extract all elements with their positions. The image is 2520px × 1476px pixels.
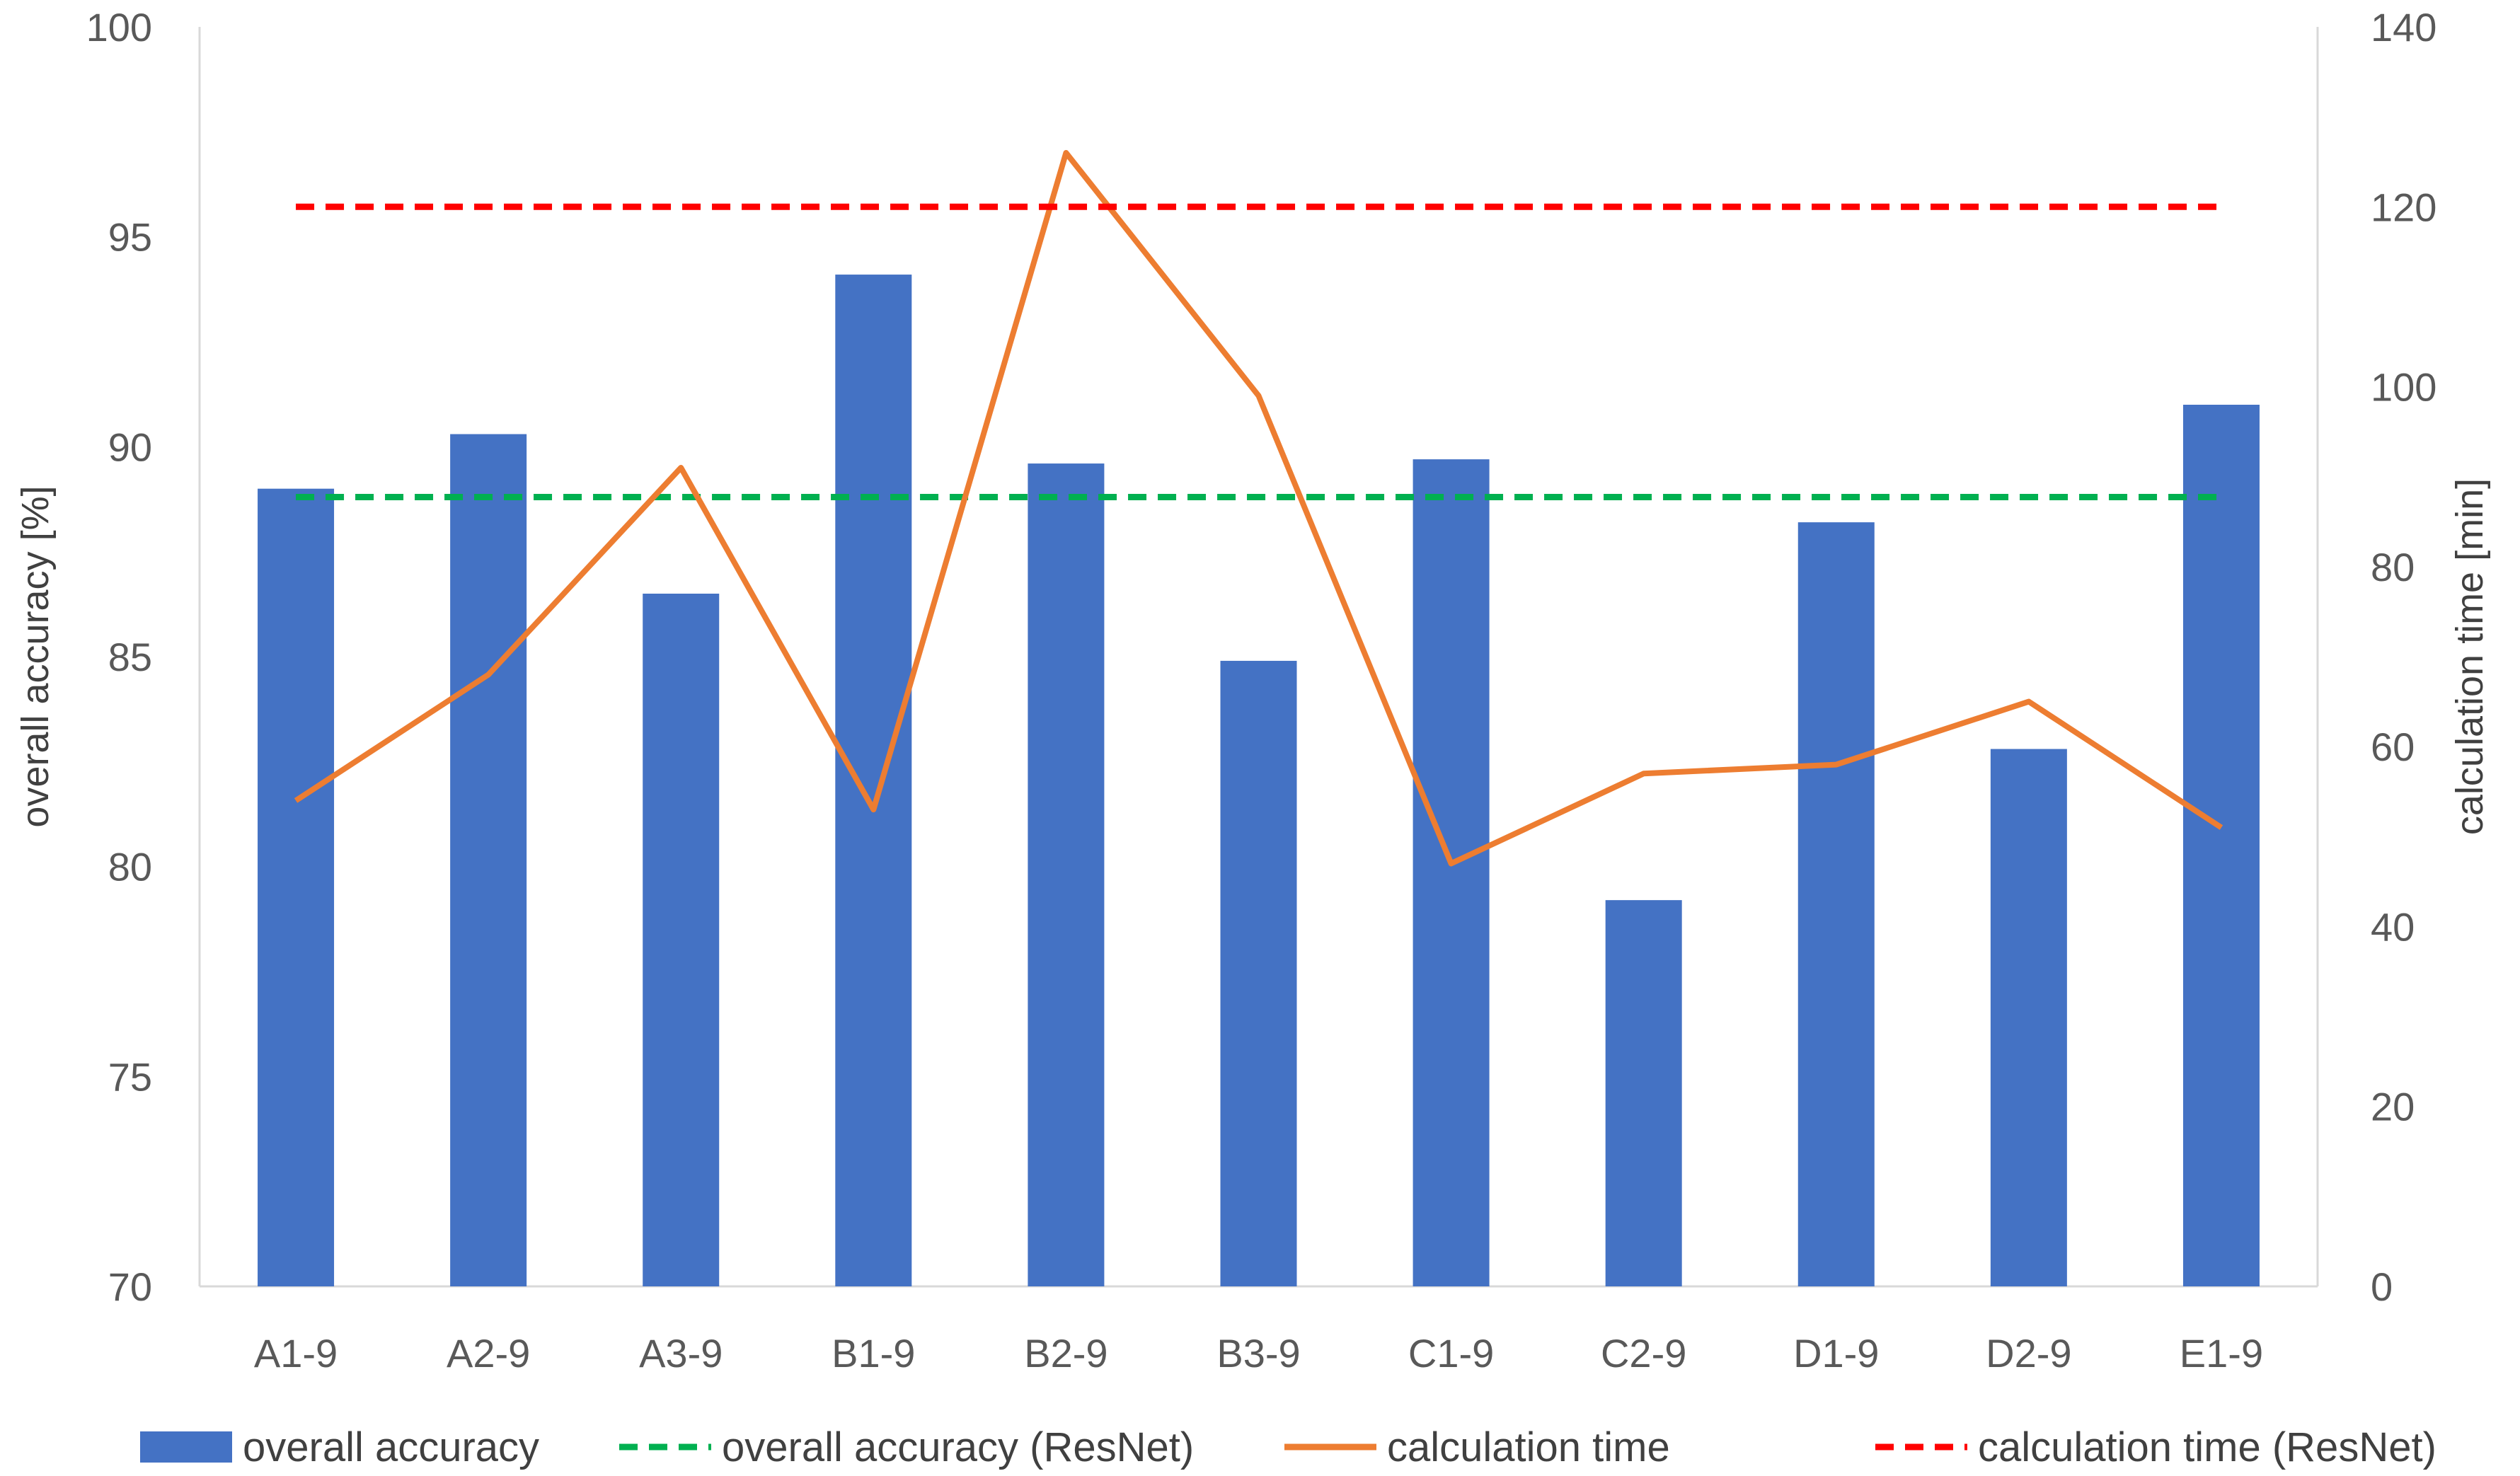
series-line xyxy=(294,150,2223,867)
y-tick-label-left: 95 xyxy=(108,215,152,260)
y-tick-label-left: 80 xyxy=(108,845,152,889)
x-tick-label: A2-9 xyxy=(447,1331,530,1376)
bar xyxy=(1220,660,1297,1286)
legend-swatch xyxy=(140,1431,232,1463)
y-tick-label-left: 70 xyxy=(108,1264,152,1309)
y-tick-label-right: 0 xyxy=(2371,1264,2393,1309)
x-tick-label: B1-9 xyxy=(832,1331,915,1376)
y-tick-label-left: 90 xyxy=(108,425,152,469)
y-tick-label-right: 60 xyxy=(2371,725,2415,769)
bar xyxy=(2182,405,2260,1286)
x-tick-label: B2-9 xyxy=(1024,1331,1107,1376)
y-axis-title-left: overall accuracy [%] xyxy=(14,485,57,827)
bar xyxy=(258,488,335,1286)
y-tick-label-right: 40 xyxy=(2371,904,2415,949)
x-tick-label: C1-9 xyxy=(1408,1331,1494,1376)
bar xyxy=(1797,522,1875,1287)
legend-item: overall accuracy xyxy=(140,1424,539,1470)
legend-item: calculation time xyxy=(1284,1424,1670,1470)
legend-label: calculation time (ResNet) xyxy=(1978,1424,2436,1470)
bar xyxy=(1413,459,1490,1287)
bar xyxy=(835,275,912,1287)
x-tick-label: E1-9 xyxy=(2180,1331,2263,1376)
x-tick-label: B3-9 xyxy=(1216,1331,1300,1376)
x-tick-label: A1-9 xyxy=(254,1331,338,1376)
x-tick-label: A3-9 xyxy=(639,1331,723,1376)
x-tick-label: C2-9 xyxy=(1601,1331,1686,1376)
y-tick-label-left: 85 xyxy=(108,635,152,679)
y-tick-label-right: 80 xyxy=(2371,545,2415,589)
line-series xyxy=(294,150,2223,867)
legend-label: overall accuracy (ResNet) xyxy=(722,1424,1194,1470)
bar xyxy=(450,434,527,1286)
bar xyxy=(1605,900,1682,1286)
x-tick-label: D2-9 xyxy=(1986,1331,2071,1376)
y-tick-label-left: 75 xyxy=(108,1054,152,1099)
bar xyxy=(1028,463,1105,1286)
y-axis-title-right: calculation time [min] xyxy=(2449,478,2491,835)
legend-item: overall accuracy (ResNet) xyxy=(619,1424,1194,1470)
axes: 70 75 80 85 90 95 100 0 20 40 60 80 100 120 140 A1-9 A2-… xyxy=(86,5,2437,1376)
y-tick-label-right: 100 xyxy=(2371,365,2436,410)
bar-series xyxy=(258,275,2260,1287)
x-tick-label: D1-9 xyxy=(1793,1331,1879,1376)
y-tick-label-left: 100 xyxy=(86,5,152,50)
legend-item: calculation time (ResNet) xyxy=(1875,1424,2436,1470)
y-tick-label-right: 20 xyxy=(2371,1085,2415,1129)
legend-label: overall accuracy xyxy=(243,1424,539,1470)
legend: overall accuracy overall accuracy (ResNet… xyxy=(140,1424,2436,1470)
bar xyxy=(1990,749,2067,1286)
y-tick-label-right: 120 xyxy=(2371,185,2436,229)
y-tick-label-right: 140 xyxy=(2371,5,2436,50)
bar xyxy=(643,594,720,1286)
legend-label: calculation time xyxy=(1387,1424,1670,1470)
